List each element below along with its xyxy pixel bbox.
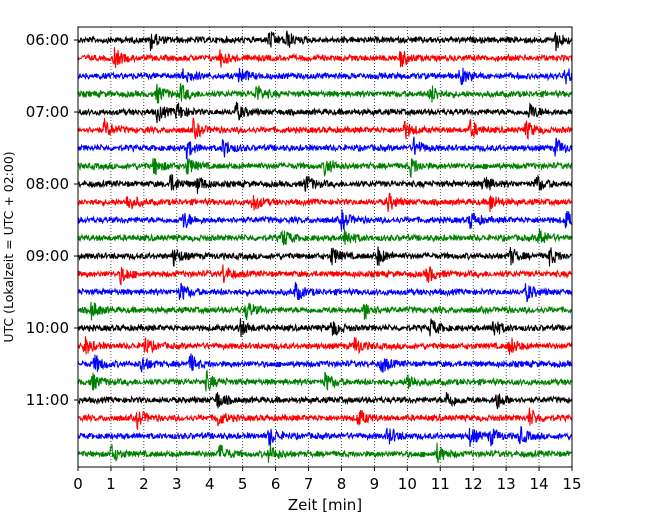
trace-line	[77, 301, 573, 321]
x-tick-label: 6	[271, 475, 281, 493]
y-axis-label: UTC (Lokalzeit = UTC + 02:00)	[1, 151, 16, 342]
x-tick-label: 3	[172, 475, 182, 493]
trace-line	[77, 246, 573, 267]
trace-line	[77, 30, 573, 52]
trace-line	[77, 228, 573, 246]
trace-line	[77, 264, 573, 286]
x-tick-label: 12	[464, 475, 483, 493]
x-tick-label: 0	[73, 475, 83, 493]
x-axis-label: Zeit [min]	[288, 496, 362, 514]
x-tick-label: 8	[337, 475, 347, 493]
trace-line	[77, 158, 573, 178]
x-tick-label: 1	[106, 475, 116, 493]
trace-line	[77, 67, 573, 86]
trace-line	[77, 117, 573, 141]
trace-line	[77, 426, 573, 447]
x-tick-label: 15	[562, 475, 581, 493]
y-tick-label: 06:00	[26, 31, 69, 49]
y-tick-label: 10:00	[26, 319, 69, 337]
trace-line	[77, 318, 573, 338]
trace-line	[77, 336, 573, 355]
trace-line	[77, 173, 573, 194]
trace-line	[77, 101, 573, 124]
x-tick-label: 2	[139, 475, 149, 493]
y-tick-label: 07:00	[26, 103, 69, 121]
x-tick-label: 7	[304, 475, 314, 493]
trace-line	[77, 391, 573, 410]
trace-line	[77, 353, 573, 373]
trace-line	[77, 282, 573, 303]
y-tick-label: 11:00	[26, 391, 69, 409]
x-axis: 0 1 2 3 4 5 6 7 8 9 10 11 12 13 14 15	[73, 467, 582, 493]
seismic-traces	[77, 30, 573, 464]
y-axis: 06:00 07:00 08:00 09:00 10:00 11:00	[26, 31, 78, 409]
trace-line	[77, 407, 573, 430]
x-tick-label: 5	[238, 475, 248, 493]
x-tick-label: 9	[370, 475, 380, 493]
trace-line	[77, 136, 573, 160]
plot-frame	[77, 26, 573, 468]
trace-line	[77, 192, 573, 212]
trace-line	[77, 369, 573, 392]
trace-line	[77, 442, 573, 464]
y-tick-label: 08:00	[26, 175, 69, 193]
trace-line	[77, 209, 573, 231]
trace-line	[77, 83, 573, 104]
x-tick-label: 13	[497, 475, 516, 493]
grid-lines	[110, 27, 540, 467]
x-tick-label: 4	[205, 475, 215, 493]
x-tick-label: 10	[398, 475, 417, 493]
x-tick-label: 14	[530, 475, 549, 493]
y-tick-label: 09:00	[26, 247, 69, 265]
x-tick-label: 11	[431, 475, 450, 493]
trace-line	[77, 47, 573, 68]
